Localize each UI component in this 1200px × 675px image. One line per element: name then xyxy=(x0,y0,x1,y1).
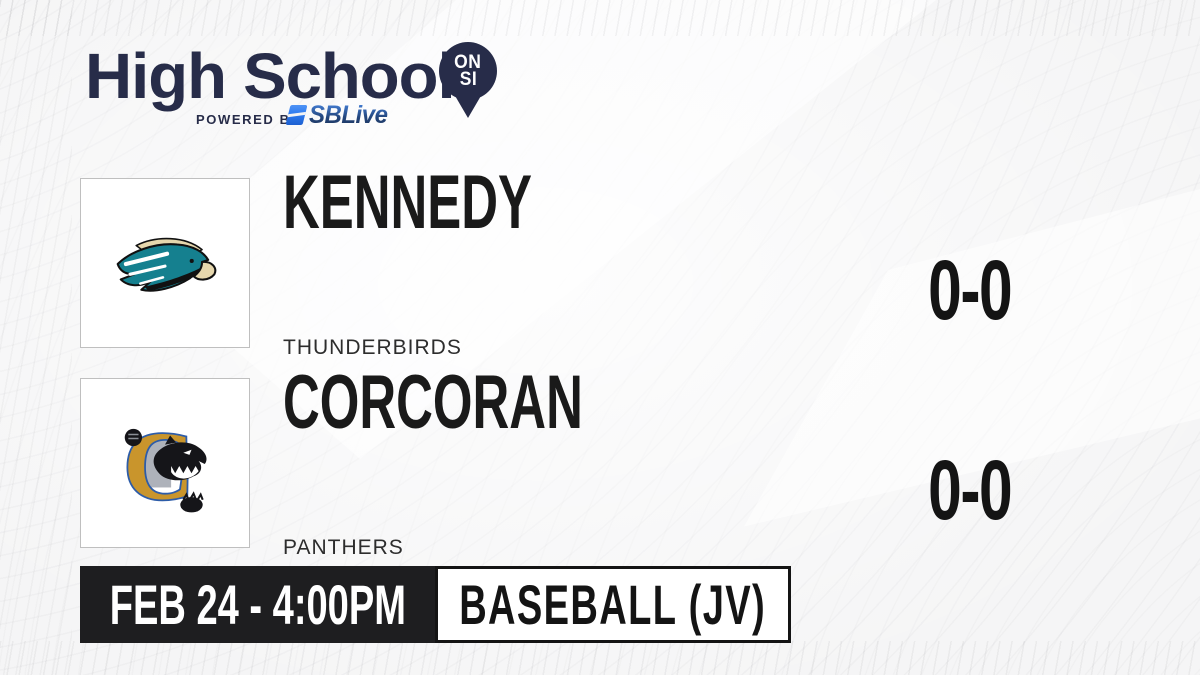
corcoran-panthers-logo: C xyxy=(122,411,207,516)
pin-tail xyxy=(454,94,482,118)
background-hatch-top xyxy=(0,0,1200,36)
team-record-value: 0-0 xyxy=(928,243,1013,337)
kennedy-thunderbirds-logo xyxy=(116,237,217,292)
sblive-mark-icon xyxy=(285,105,308,125)
pin-circle: ON SI xyxy=(439,42,497,100)
event-sport: BASEBALL (JV) xyxy=(459,572,767,636)
background-hatch-left xyxy=(0,0,72,675)
on-si-pin-icon: ON SI xyxy=(439,42,499,122)
team-name: CORCORAN xyxy=(283,360,583,445)
team-mascot: THUNDERBIRDS xyxy=(283,336,462,359)
team-name: KENNEDY xyxy=(283,160,532,245)
event-datetime-box: FEB 24 - 4:00PM xyxy=(80,566,435,643)
team-record: 0-0 xyxy=(880,248,1060,332)
event-datetime: FEB 24 - 4:00PM xyxy=(109,572,406,636)
sblive-wordmark: SBLive xyxy=(309,100,388,129)
sblive-logo: SBLive xyxy=(285,100,391,129)
brand-title: High School xyxy=(85,40,456,112)
team-mascot: PANTHERS xyxy=(283,536,404,559)
team-logo-box: C xyxy=(80,378,250,548)
powered-by-label: POWERED BY xyxy=(196,112,301,127)
background-hatch-bottom xyxy=(0,641,1200,675)
team-logo-box xyxy=(80,178,250,348)
team-record-value: 0-0 xyxy=(928,443,1013,537)
team-record: 0-0 xyxy=(880,448,1060,532)
pin-badge-line2: SI xyxy=(459,69,477,90)
event-sport-box: BASEBALL (JV) xyxy=(435,566,791,643)
